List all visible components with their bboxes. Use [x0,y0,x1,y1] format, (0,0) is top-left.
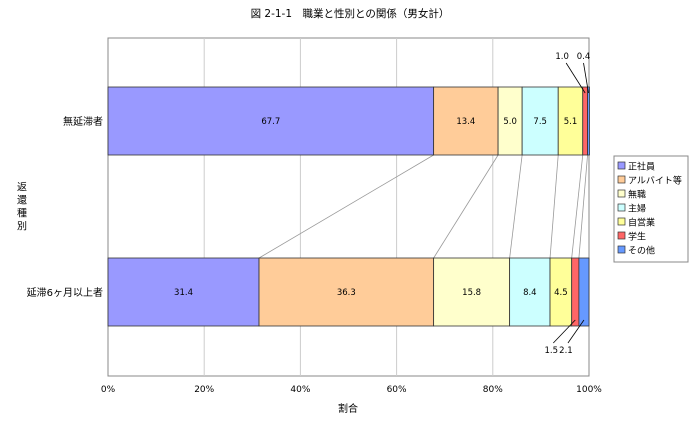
x-tick-label: 20% [194,385,214,395]
category-label: 無延滞者 [63,115,103,128]
bar-segment [433,86,499,156]
data-label: 4.5 [554,288,568,298]
bar-segment [587,86,590,156]
bar-segment [557,86,584,156]
connector-line [509,154,523,259]
legend-swatch [617,245,626,254]
x-tick-label: 40% [290,385,310,395]
y-axis-label-char: 還 [17,195,27,207]
legend-swatch [617,203,626,212]
connector-line [571,154,584,259]
x-axis-label: 割合 [338,402,358,415]
y-axis-label-char: 種 [17,207,27,220]
connector-line [433,154,499,259]
category-label: 延滞6ヶ月以上者 [27,287,103,299]
y-axis-label: 返還種別 [17,182,27,233]
legend-label: 自営業 [628,217,655,229]
legend-box [613,155,689,263]
data-label: 13.4 [456,117,475,127]
x-tick-label: 80% [483,385,503,395]
data-label: 1.0 [555,52,569,62]
x-tick-label: 0% [101,385,116,395]
bar-segment [582,86,588,156]
x-tick-label: 60% [387,385,407,395]
legend-label: 正社員 [628,161,655,173]
bar-segment [107,86,435,156]
data-label: 31.4 [174,288,193,298]
data-label: 5.0 [503,117,517,127]
legend-label: アルバイト等 [628,175,682,187]
bar-segment [497,86,523,156]
leader-line [567,319,585,344]
data-label: 8.4 [523,288,537,298]
bar-segment [107,257,260,327]
data-label: 67.7 [261,117,280,127]
data-label: 7.5 [533,117,547,127]
data-labels: 67.7 13.4 5.0 7.5 5.1 1.0 0.4 31.4 36.3 15.8 8.4 4.… [174,52,590,356]
bar-segment [258,257,435,327]
leader-line [583,62,589,94]
y-axis-label-char: 別 [17,221,27,233]
data-label: 15.8 [462,288,481,298]
data-label: 5.1 [564,117,578,127]
x-tick-label: 100% [576,385,602,395]
legend-swatch [617,217,626,226]
bar-segment [571,257,580,327]
legend-label: 学生 [628,231,646,243]
bars [107,86,590,327]
data-label: 1.5 [545,346,559,356]
legend-label: 主婦 [628,203,646,215]
legend-label: その他 [628,245,655,257]
x-axis-ticks: 0% 20% 40% 60% 80% 100% [101,385,602,395]
connector-line [549,154,559,259]
leader-line [565,62,586,94]
connector-lines [258,154,588,259]
data-label: 0.4 [577,52,591,62]
connector-line [258,154,434,259]
legend-swatch [617,189,626,198]
legend-swatch [617,175,626,184]
data-label: 36.3 [337,288,356,298]
bar-segment [433,257,511,327]
y-axis-label-char: 返 [17,182,27,194]
connector-line [578,154,588,259]
bar-segment [521,86,559,156]
data-label: 2.1 [559,346,573,356]
leader-line [553,319,576,344]
legend-swatch [617,231,626,240]
legend-swatch [617,161,626,170]
bar-segment [509,257,551,327]
chart-title: 図 2-1-1 職業と性別との関係（男女計） [251,7,450,20]
bar-segment [578,257,590,327]
legend-label: 無職 [628,189,646,201]
